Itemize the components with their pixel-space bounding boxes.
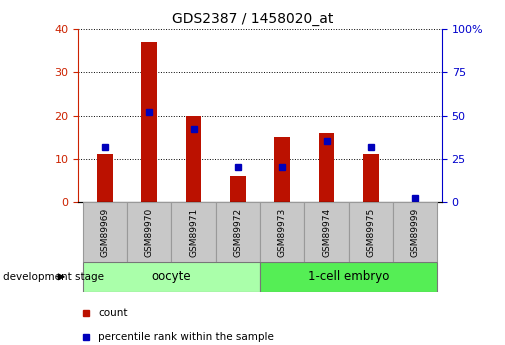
Text: oocyte: oocyte [152, 270, 191, 283]
Bar [305, 202, 349, 262]
Bar [83, 262, 260, 292]
Bar [216, 202, 260, 262]
Bar [275, 137, 290, 202]
Bar [127, 202, 171, 262]
Bar [230, 176, 245, 202]
Bar [97, 155, 113, 202]
Text: 1-cell embryo: 1-cell embryo [308, 270, 389, 283]
Text: GSM89999: GSM89999 [411, 207, 420, 257]
Text: GSM89974: GSM89974 [322, 207, 331, 257]
Text: percentile rank within the sample: percentile rank within the sample [98, 332, 274, 342]
Text: GSM89975: GSM89975 [367, 207, 375, 257]
Text: GSM89973: GSM89973 [278, 207, 287, 257]
Text: count: count [98, 308, 128, 318]
Text: GSM89970: GSM89970 [145, 207, 154, 257]
Bar [141, 42, 157, 202]
Bar [83, 202, 127, 262]
Bar [260, 202, 305, 262]
Text: GSM89971: GSM89971 [189, 207, 198, 257]
Text: GSM89969: GSM89969 [100, 207, 110, 257]
Text: GDS2387 / 1458020_at: GDS2387 / 1458020_at [172, 12, 333, 26]
Bar [393, 202, 437, 262]
Bar [171, 202, 216, 262]
Text: GSM89972: GSM89972 [233, 207, 242, 257]
Text: development stage: development stage [3, 272, 104, 282]
Bar [186, 116, 201, 202]
Bar [260, 262, 437, 292]
Bar [349, 202, 393, 262]
Bar [363, 155, 379, 202]
Bar [319, 133, 334, 202]
